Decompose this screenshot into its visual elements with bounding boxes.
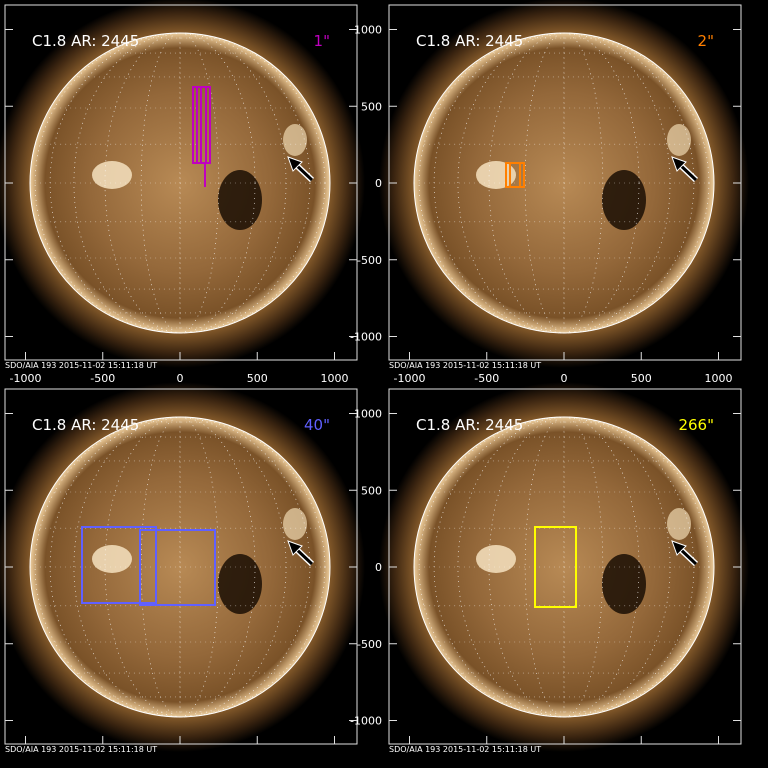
flare-title: C1.8 AR: 2445 [416, 416, 523, 434]
y-tick-label: 0 [375, 177, 382, 190]
active-region [92, 161, 132, 189]
longitude-grid-line [73, 416, 287, 718]
longitude-grid-line [34, 32, 326, 334]
arrow-icon [287, 156, 315, 183]
arrow-icon [671, 540, 699, 567]
region-box [200, 86, 207, 164]
y-tick-label: -1000 [350, 715, 382, 728]
instrument-footer: SDO/AIA 193 2015-11-02 15:11:18 UT [5, 745, 157, 754]
bright-region [283, 124, 307, 156]
longitude-grid-line [140, 32, 220, 334]
active-region [92, 545, 132, 573]
y-tick-label: 1000 [354, 24, 382, 37]
bright-region [667, 124, 691, 156]
instrument-footer: SDO/AIA 193 2015-11-02 15:11:18 UT [389, 745, 541, 754]
flare-title: C1.8 AR: 2445 [416, 32, 523, 50]
longitude-grid-line [34, 416, 326, 718]
instrument-footer: SDO/AIA 193 2015-11-02 15:11:18 UT [389, 361, 541, 370]
longitude-grid-line [73, 32, 287, 334]
resolution-label: 40" [304, 416, 330, 434]
longitude-grid-line [418, 416, 710, 718]
x-tick-label: -500 [474, 372, 499, 385]
instrument-footer: SDO/AIA 193 2015-11-02 15:11:18 UT [5, 361, 157, 370]
bright-region [283, 508, 307, 540]
arrow-icon [671, 156, 699, 183]
coronal-hole [218, 170, 262, 230]
coronal-hole [602, 170, 646, 230]
flare-title: C1.8 AR: 2445 [32, 416, 139, 434]
region-box [81, 526, 157, 604]
y-tick-label: -500 [357, 254, 382, 267]
panel-3: C1.8 AR: 2445 40" SDO/AIA 193 2015-11-02 1… [0, 382, 384, 768]
coronal-hole [218, 554, 262, 614]
arrow-icon [287, 540, 315, 567]
longitude-grid-line [524, 32, 604, 334]
panel-1: C1.8 AR: 2445 1" SDO/AIA 193 2015-11-02 15… [0, 0, 384, 385]
resolution-label: 1" [314, 32, 330, 50]
region-box [139, 529, 216, 606]
x-tick-label: 1000 [321, 372, 349, 385]
longitude-grid-line [140, 416, 220, 718]
y-tick-label: 500 [361, 100, 382, 113]
region-box [509, 162, 521, 188]
resolution-label: 2" [698, 32, 714, 50]
y-tick-label: 0 [375, 561, 382, 574]
x-tick-label: -500 [90, 372, 115, 385]
y-tick-label: -1000 [350, 331, 382, 344]
coronal-hole [602, 554, 646, 614]
x-tick-label: -1000 [10, 372, 42, 385]
bright-region [667, 508, 691, 540]
region-box [534, 526, 577, 608]
y-tick-label: -500 [357, 638, 382, 651]
y-tick-label: 500 [361, 484, 382, 497]
panel-4: C1.8 AR: 2445 266" SDO/AIA 193 2015-11-02 … [350, 382, 768, 768]
x-tick-label: 1000 [705, 372, 733, 385]
x-tick-label: 0 [561, 372, 568, 385]
x-tick-label: 500 [631, 372, 652, 385]
resolution-label: 266" [678, 416, 714, 434]
longitude-grid-line [524, 416, 604, 718]
panel-2: C1.8 AR: 2445 2" SDO/AIA 193 2015-11-02 15… [350, 0, 768, 385]
active-region [476, 545, 516, 573]
longitude-grid-line [418, 32, 710, 334]
y-tick-label: 1000 [354, 408, 382, 421]
x-tick-label: 500 [247, 372, 268, 385]
x-tick-label: -1000 [394, 372, 426, 385]
flare-title: C1.8 AR: 2445 [32, 32, 139, 50]
x-tick-label: 0 [177, 372, 184, 385]
